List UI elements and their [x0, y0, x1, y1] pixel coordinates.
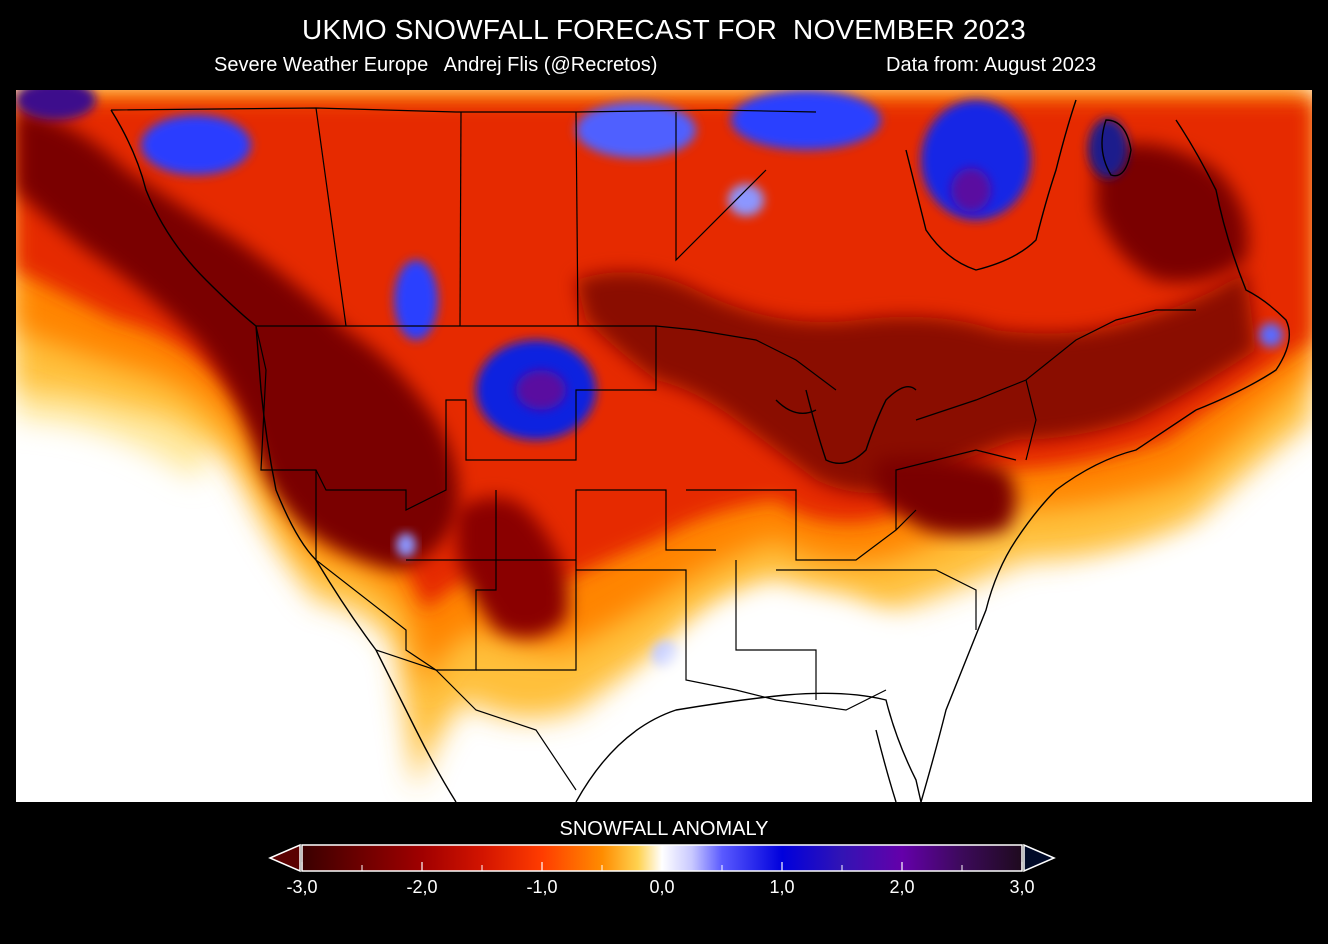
field-lightblue-manitoba: [728, 184, 764, 216]
colorbar-tick-label: -2,0: [406, 877, 438, 897]
political-boundaries: [110, 107, 1196, 791]
colorbar-ticks: [301, 862, 1023, 871]
field-blue-alaska: [141, 115, 251, 175]
coastline-great-lakes: [805, 386, 917, 464]
boundary-mississippi: [735, 560, 817, 700]
field-blue-montana: [394, 260, 438, 340]
field-lightblue-nevada: [396, 533, 416, 557]
boundary-central-states: [406, 489, 716, 561]
field-purple-northwest: [16, 90, 96, 120]
field-purple-rockies: [516, 370, 566, 410]
field-darkred-southwest: [456, 497, 568, 638]
colorbar: [268, 843, 1056, 873]
field-navy-labrador: [1088, 118, 1128, 178]
colorbar-tick-label: 1,0: [769, 877, 795, 897]
boundary-new-mexico: [476, 560, 577, 671]
field-blue-north: [731, 90, 881, 150]
coastline-maritimes: [1175, 119, 1290, 411]
map-canvas: [16, 90, 1312, 802]
boundary-alberta-sask: [459, 111, 462, 327]
coastline-lake-labrador: [1101, 119, 1132, 177]
author-credit: Severe Weather Europe Andrej Flis (@Recr…: [214, 54, 658, 76]
data-source-label: Data from: August 2023: [886, 54, 1097, 76]
boundary-north: [110, 107, 817, 113]
boundary-us-canada-east: [915, 309, 1196, 421]
colorbar-tick-label: 2,0: [889, 877, 915, 897]
coastline-gulf: [575, 692, 922, 802]
colorbar-tick-label: -1,0: [526, 877, 558, 897]
boundary-midwest: [686, 489, 917, 561]
field-darkred-east: [576, 270, 1256, 494]
colorbar-tick-label: 0,0: [649, 877, 675, 897]
boundary-manitoba-ontario: [675, 112, 767, 262]
map-title: UKMO SNOWFALL FORECAST FOR NOVEMBER 2023: [302, 14, 1026, 45]
field-purple-hudson: [951, 168, 991, 212]
coastline-atlantic: [920, 409, 1197, 802]
colorbar-tick-label: 3,0: [1009, 877, 1035, 897]
colorbar-low-arrow: [268, 843, 301, 873]
field-blue-newfoundland: [1259, 323, 1283, 347]
boundary-ohio-penn: [895, 449, 1017, 530]
legend-title: SNOWFALL ANOMALY: [559, 818, 769, 840]
boundary-us-mexico: [375, 649, 577, 791]
coastline-florida: [875, 729, 897, 802]
coastlines: [110, 99, 1290, 802]
field-blue-north-central: [576, 102, 696, 158]
coastline-hudson-bay: [905, 99, 1077, 271]
field-white-southeast: [576, 510, 1312, 802]
boundary-sask-manitoba: [575, 111, 579, 327]
boundary-bc-alberta: [315, 107, 347, 327]
colorbar-high-arrow: [1023, 843, 1056, 873]
boundary-northwest-states: [255, 325, 657, 511]
field-white-pacific: [16, 490, 376, 802]
anomaly-field: [16, 90, 1312, 802]
colorbar-tick-label: -3,0: [286, 877, 318, 897]
boundary-kentucky-tennessee: [776, 569, 977, 630]
field-blue-hudson: [921, 100, 1031, 220]
boundary-maine: [1025, 379, 1037, 461]
snowfall-anomaly-map: [16, 90, 1312, 802]
boundary-us-canada-west: [256, 325, 837, 391]
boundary-south-central: [576, 569, 887, 711]
coastline-pacific: [110, 109, 457, 802]
coastline-lake-superior: [775, 399, 817, 414]
field-darkred-west: [16, 110, 459, 570]
